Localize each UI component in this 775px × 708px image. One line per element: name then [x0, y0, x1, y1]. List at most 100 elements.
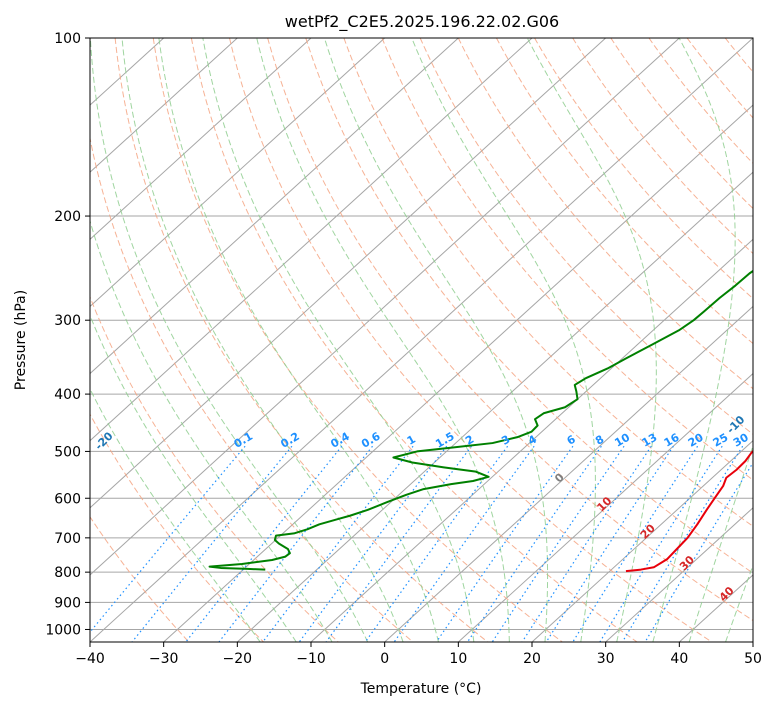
- y-tick-label: 300: [54, 313, 81, 329]
- mixing-ratio-line: [90, 445, 246, 634]
- moist-adiabat-line: [90, 219, 333, 642]
- mixing-ratio-line: [218, 445, 373, 642]
- mixing-ratio-label: 1: [405, 433, 418, 448]
- y-tick-label: 1000: [45, 622, 81, 638]
- isotherm-line: [531, 439, 753, 642]
- isotherm-line: [457, 372, 753, 642]
- mixing-ratio-line: [435, 445, 574, 642]
- x-tick-label: 50: [744, 651, 762, 667]
- y-tick-label: 800: [54, 565, 81, 581]
- dewpoint-profile-line: [208, 269, 753, 571]
- x-tick-label: −20: [223, 651, 253, 667]
- moist-adiabat-line: [90, 387, 261, 642]
- moist-adiabat-line: [725, 563, 753, 642]
- dry-adiabat-line: [686, 38, 753, 119]
- mixing-ratio-label: 16: [662, 431, 682, 450]
- x-tick-label: 30: [597, 651, 615, 667]
- x-tick-label: 10: [449, 651, 467, 667]
- isotherm-line: [163, 104, 753, 642]
- moist-adiabat-line: [158, 38, 439, 642]
- dry-adiabat-line: [90, 295, 339, 642]
- x-tick-label: 20: [523, 651, 541, 667]
- y-axis-label: Pressure (hPa): [13, 290, 29, 390]
- isotherm-line: [236, 171, 753, 642]
- mixing-ratio-line: [644, 461, 753, 642]
- mixing-ratio-label: 0.2: [278, 430, 301, 451]
- mixing-ratio-label: 20: [686, 431, 706, 450]
- y-tick-label: 500: [54, 444, 81, 460]
- moist-adiabat-line: [202, 38, 475, 642]
- mixing-ratio-label: 0.1: [232, 430, 255, 451]
- dry-adiabat-line: [229, 38, 713, 642]
- plot-frame: [89, 37, 754, 643]
- moist-adiabat-line: [90, 314, 297, 642]
- chart-title: wetPf2_C2E5.2025.196.22.02.G06: [285, 12, 559, 32]
- adiabat-label: 10: [594, 494, 614, 514]
- mixing-ratio-line: [262, 445, 414, 642]
- dry-adiabat-line: [343, 38, 753, 527]
- x-axis-label: Temperature (°C): [360, 681, 482, 697]
- temperature-profile-line: [625, 449, 753, 573]
- isotherm-line: [605, 507, 753, 642]
- dry-adiabat-line: [152, 38, 563, 642]
- moist-adiabat-line: [90, 38, 369, 642]
- dry-adiabat-line: [534, 38, 753, 300]
- x-tick-label: −40: [75, 651, 105, 667]
- mixing-ratio-label: 25: [711, 431, 731, 450]
- dry-adiabat-line: [90, 515, 190, 642]
- moist-adiabat-line: [688, 444, 753, 642]
- mixing-ratio-line: [393, 445, 535, 642]
- reference-line-layer: [90, 38, 775, 642]
- y-tick-label: 100: [54, 31, 81, 47]
- x-tick-label: −30: [149, 651, 179, 667]
- dry-adiabat-line: [190, 38, 638, 642]
- moist-adiabat-line: [652, 38, 736, 642]
- reference-label-layer: 0.1 0.2 0.4 0.6 1 1.5 2 3 4 6 8 10 13 16 20 25 30-20-100…: [92, 413, 751, 604]
- mixing-ratio-label: 8: [593, 433, 606, 448]
- mixing-ratio-line: [131, 445, 293, 642]
- moist-adiabat-line: [256, 38, 510, 642]
- y-tick-label: 400: [54, 387, 81, 403]
- dry-adiabat-line: [763, 38, 775, 642]
- dry-adiabat-line: [381, 38, 753, 481]
- isotherm-line: [90, 38, 533, 442]
- profile-layer: [208, 269, 753, 573]
- isotherm-line: [384, 305, 753, 642]
- mixing-ratio-line: [572, 445, 699, 642]
- mixing-ratio-label: 0.6: [359, 430, 383, 451]
- y-tick-label: 200: [54, 209, 81, 225]
- dry-adiabat-line: [724, 38, 753, 73]
- adiabat-label: 40: [717, 584, 737, 604]
- x-tick-label: 40: [670, 651, 688, 667]
- mixing-ratio-line: [545, 445, 674, 642]
- isotherm-line: [90, 38, 386, 308]
- dry-adiabat-line: [90, 413, 264, 642]
- isotherm-line: [90, 38, 753, 642]
- dry-adiabat-line: [495, 38, 753, 345]
- dry-adiabat-line: [114, 38, 488, 642]
- x-tick-label: 0: [380, 651, 389, 667]
- mixing-ratio-label: 10: [612, 431, 632, 450]
- mixing-ratio-label: 3: [499, 433, 512, 448]
- dry-adiabat-line: [610, 38, 753, 210]
- isotherm-line: [90, 38, 607, 509]
- isotherm-line: [90, 38, 680, 576]
- moist-adiabat-line: [411, 38, 596, 642]
- y-tick-label: 700: [54, 531, 81, 547]
- mixing-ratio-label: 13: [640, 431, 660, 450]
- dry-adiabat-line: [648, 38, 753, 165]
- moist-adiabat-line: [323, 38, 549, 642]
- mixing-ratio-label: 6: [565, 432, 578, 447]
- mixing-ratio-line: [325, 445, 472, 642]
- y-tick-label: 600: [54, 491, 81, 507]
- dry-adiabat-line: [267, 38, 753, 622]
- isotherm-line: [90, 38, 238, 173]
- isotherm-line: [90, 38, 312, 241]
- axis-layer: −40 −30 −20 −10 0 10 20 30 40 5010020030040050060…: [45, 31, 762, 667]
- isotherm-line: [90, 38, 459, 375]
- moist-adiabat-line: [526, 38, 657, 642]
- mixing-ratio-line: [185, 445, 343, 642]
- adiabat-label: -20: [92, 429, 115, 452]
- y-tick-label: 900: [54, 595, 81, 611]
